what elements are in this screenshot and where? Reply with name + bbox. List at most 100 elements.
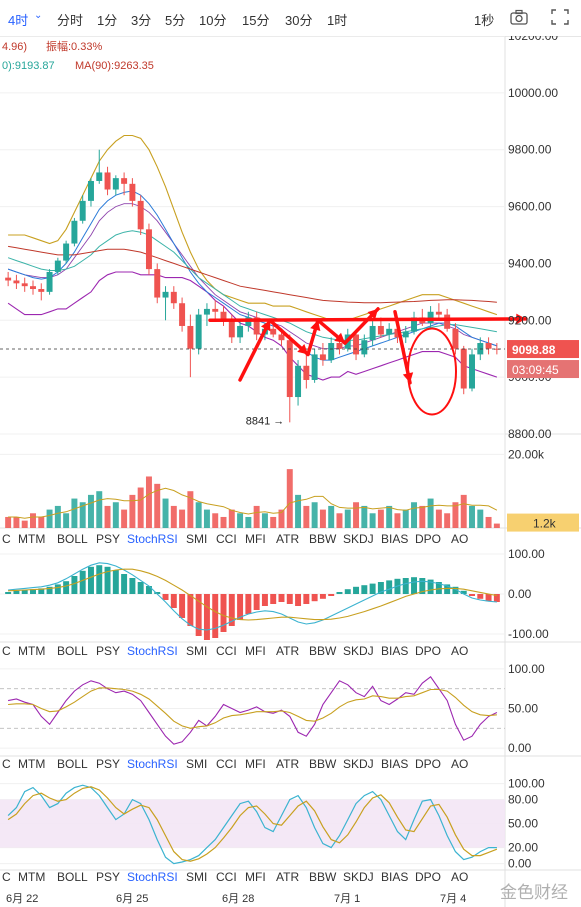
interval-10m[interactable]: 10分 xyxy=(199,13,227,28)
interval-3m[interactable]: 3分 xyxy=(131,13,152,28)
interval-30m[interactable]: 30分 xyxy=(285,13,313,28)
low-annotation: 8841 → xyxy=(246,415,285,427)
indicator-tab-skdj[interactable]: SKDJ xyxy=(343,532,374,546)
interval-fenshi[interactable]: 分时 xyxy=(57,13,84,28)
macd-histogram-bar xyxy=(212,594,219,638)
indicator-tab-psy[interactable]: PSY xyxy=(96,644,120,658)
indicator-tab-stochrsi[interactable]: StochRSI xyxy=(127,532,178,546)
indicator-tab-atr[interactable]: ATR xyxy=(276,532,299,546)
stochrsi-panel xyxy=(0,784,505,865)
indicator-tab-bias[interactable]: BIAS xyxy=(381,870,408,884)
indicator-tab-mtm[interactable]: MTM xyxy=(18,644,45,658)
indicator-tab-skdj[interactable]: SKDJ xyxy=(343,870,374,884)
macd-histogram-bar xyxy=(377,582,384,594)
indicator-tab-mfi[interactable]: MFI xyxy=(245,644,266,658)
interval-1h[interactable]: 1时 xyxy=(327,13,348,28)
indicator-tab-c[interactable]: C xyxy=(2,532,11,546)
interval-1m[interactable]: 1分 xyxy=(97,13,118,28)
indicator-tab-ao[interactable]: AO xyxy=(451,757,468,771)
indicator-tab-mfi[interactable]: MFI xyxy=(245,870,266,884)
indicator-tab-mtm[interactable]: MTM xyxy=(18,870,45,884)
volume-bar xyxy=(212,513,219,528)
indicator-tab-psy[interactable]: PSY xyxy=(96,532,120,546)
macd-histogram-bar xyxy=(13,590,20,594)
fullscreen-icon[interactable] xyxy=(551,9,569,25)
candle-body xyxy=(220,311,227,321)
candle-body xyxy=(386,328,393,335)
indicator-tab-skdj[interactable]: SKDJ xyxy=(343,644,374,658)
annotation-layer xyxy=(208,307,528,416)
macd-dea-line xyxy=(8,568,498,621)
macd-histogram-bar xyxy=(237,594,244,620)
indicator-tab-dpo[interactable]: DPO xyxy=(415,757,441,771)
indicator-tab-boll[interactable]: BOLL xyxy=(57,757,88,771)
indicator-tab-atr[interactable]: ATR xyxy=(276,644,299,658)
indicator-tab-ao[interactable]: AO xyxy=(451,644,468,658)
volume-bar xyxy=(237,513,244,528)
indicator-tab-boll[interactable]: BOLL xyxy=(57,532,88,546)
indicator-tab-skdj[interactable]: SKDJ xyxy=(343,757,374,771)
candle-body xyxy=(377,325,384,335)
indicator-tab-stochrsi[interactable]: StochRSI xyxy=(127,870,178,884)
indicator-tab-psy[interactable]: PSY xyxy=(96,870,120,884)
indicator-tab-bbw[interactable]: BBW xyxy=(309,644,337,658)
interval-5m[interactable]: 5分 xyxy=(165,13,186,28)
candle-body xyxy=(253,317,260,335)
macd-histogram-bar xyxy=(63,581,70,594)
rsi-panel xyxy=(0,676,505,745)
indicator-tab-ao[interactable]: AO xyxy=(451,532,468,546)
interval-15m[interactable]: 15分 xyxy=(242,13,270,28)
indicator-tab-cci[interactable]: CCI xyxy=(216,532,237,546)
indicator-tab-stochrsi[interactable]: StochRSI xyxy=(127,757,178,771)
volume-bar xyxy=(220,516,227,528)
indicator-tab-boll[interactable]: BOLL xyxy=(57,644,88,658)
resistance-arrow-head xyxy=(516,313,526,325)
indicator-tab-atr[interactable]: ATR xyxy=(276,757,299,771)
macd-histogram-bar xyxy=(270,594,277,604)
indicator-tab-c[interactable]: C xyxy=(2,870,11,884)
indicator-tab-smi[interactable]: SMI xyxy=(186,870,207,884)
indicator-tab-mfi[interactable]: MFI xyxy=(245,757,266,771)
indicator-tab-cci[interactable]: CCI xyxy=(216,870,237,884)
indicator-tab-atr[interactable]: ATR xyxy=(276,870,299,884)
volume-bar xyxy=(154,483,161,528)
y-tick-label: 9600.00 xyxy=(508,200,552,214)
macd-histogram-bar xyxy=(145,586,152,594)
indicator-tab-c[interactable]: C xyxy=(2,757,11,771)
indicator-tab-bbw[interactable]: BBW xyxy=(309,757,337,771)
indicator-tab-bbw[interactable]: BBW xyxy=(309,870,337,884)
indicator-tab-cci[interactable]: CCI xyxy=(216,644,237,658)
indicator-tab-dpo[interactable]: DPO xyxy=(415,644,441,658)
indicator-tab-stochrsi[interactable]: StochRSI xyxy=(127,644,178,658)
ma-line-1 xyxy=(7,230,497,341)
macd-histogram-bar xyxy=(286,594,293,604)
indicator-tab-smi[interactable]: SMI xyxy=(186,532,207,546)
chevron-down-icon[interactable]: ⌄ xyxy=(34,10,43,21)
indicator-tab-mfi[interactable]: MFI xyxy=(245,532,266,546)
volume-bar xyxy=(303,505,310,528)
indicator-tab-smi[interactable]: SMI xyxy=(186,644,207,658)
indicator-tab-dpo[interactable]: DPO xyxy=(415,532,441,546)
indicator-tab-mtm[interactable]: MTM xyxy=(18,532,45,546)
macd-histogram-bar xyxy=(402,578,409,594)
indicator-tab-cci[interactable]: CCI xyxy=(216,757,237,771)
indicator-tab-dpo[interactable]: DPO xyxy=(415,870,441,884)
volume-bar xyxy=(319,509,326,528)
highlight-circle xyxy=(407,327,457,416)
interval-1s[interactable]: 1秒 xyxy=(474,13,495,28)
chart-area[interactable]: 8841 → 8800.009000.009200.009400.009600.… xyxy=(0,36,581,907)
indicator-tab-bbw[interactable]: BBW xyxy=(309,532,337,546)
indicator-tab-psy[interactable]: PSY xyxy=(96,757,120,771)
interval-select-4h[interactable]: 4时 xyxy=(8,13,29,28)
indicator-tab-bias[interactable]: BIAS xyxy=(381,644,408,658)
indicator-tab-c[interactable]: C xyxy=(2,644,11,658)
macd-histogram-bar xyxy=(344,589,351,594)
indicator-tab-mtm[interactable]: MTM xyxy=(18,757,45,771)
indicator-tab-bias[interactable]: BIAS xyxy=(381,757,408,771)
indicator-tab-bias[interactable]: BIAS xyxy=(381,532,408,546)
indicator-tab-smi[interactable]: SMI xyxy=(186,757,207,771)
indicator-tab-ao[interactable]: AO xyxy=(451,870,468,884)
candle-body xyxy=(87,180,94,201)
camera-icon[interactable] xyxy=(510,9,528,25)
indicator-tab-boll[interactable]: BOLL xyxy=(57,870,88,884)
